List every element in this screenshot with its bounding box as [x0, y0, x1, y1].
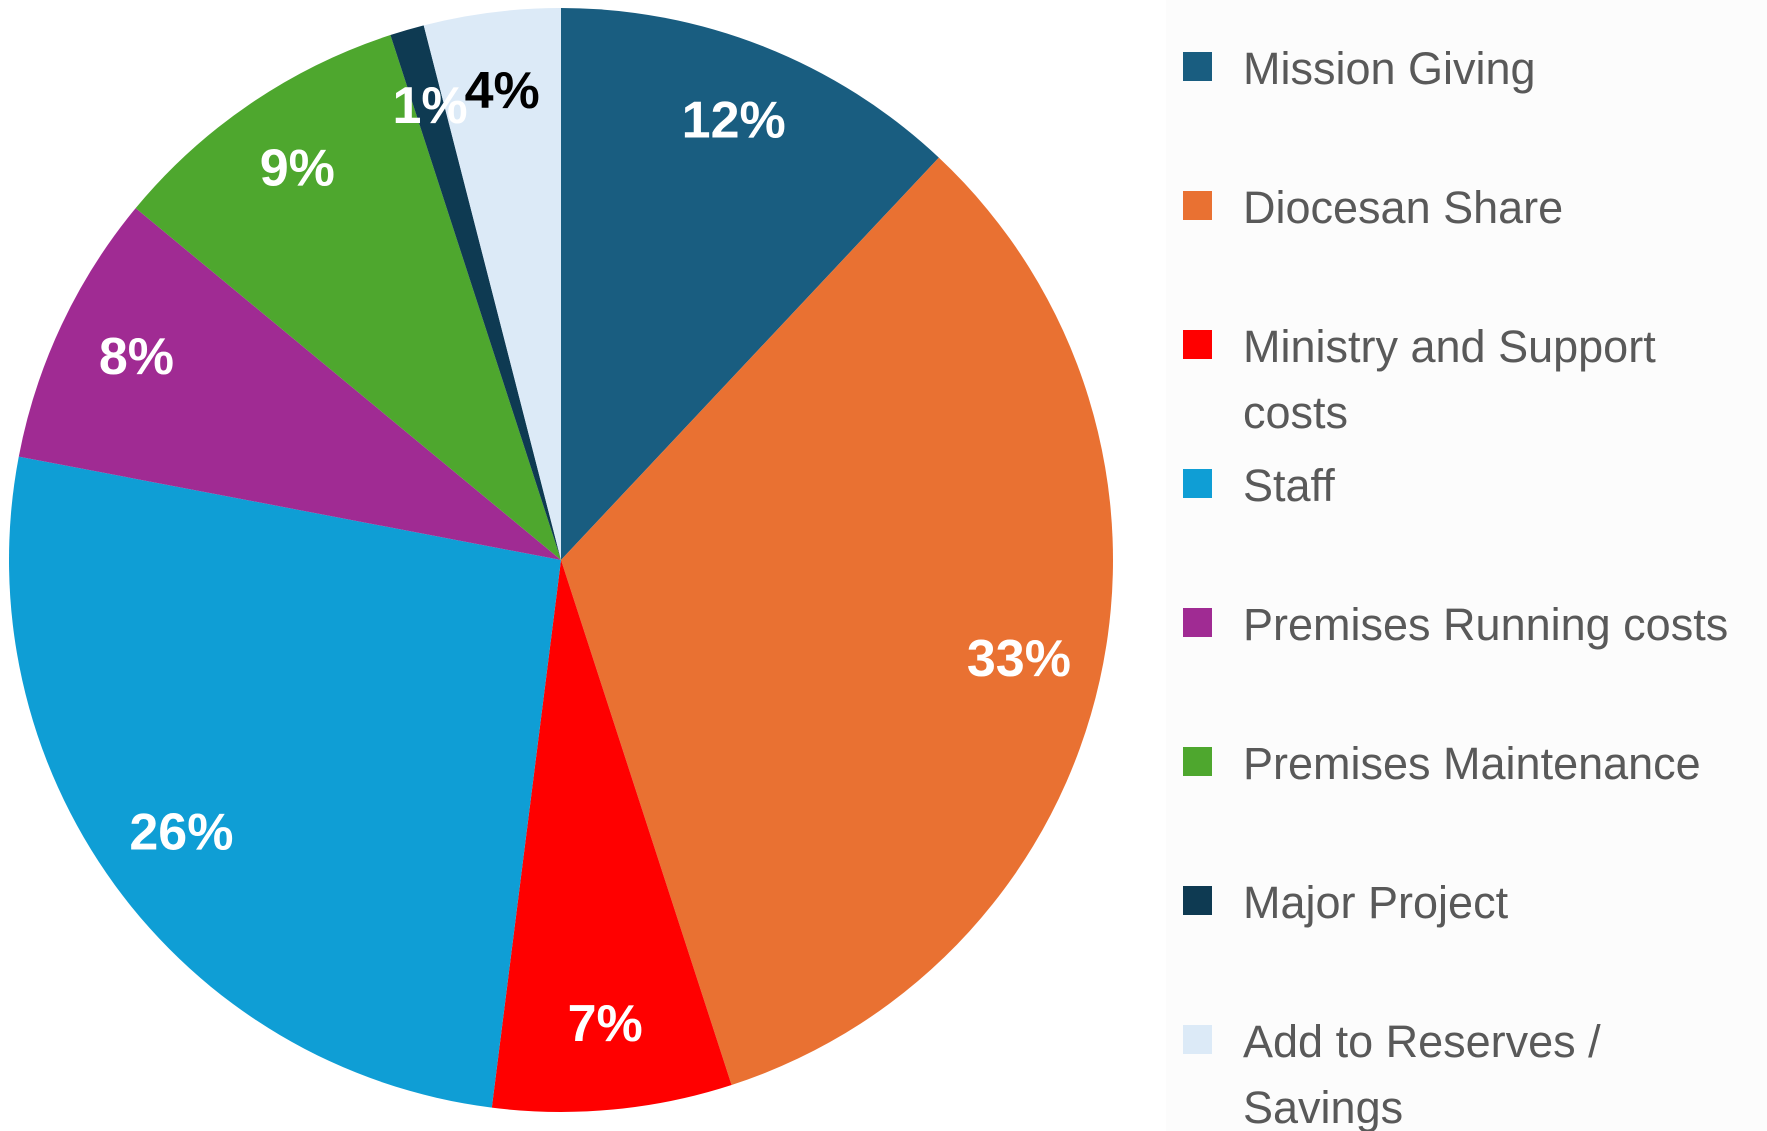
chart: 12% 33% 7% 26% 8% 9% 1%4% — [8, 8, 1113, 1112]
data-label: 4% — [465, 62, 540, 120]
legend-label: Staff — [1243, 460, 1335, 511]
pie-slice — [8, 456, 562, 1108]
legend-label: Ministry and Support costs — [1243, 321, 1656, 438]
legend-swatch — [1183, 886, 1212, 915]
data-label: 33% — [967, 630, 1071, 688]
data-label: 9% — [260, 140, 335, 198]
data-label: 12% — [682, 91, 786, 149]
pie-slice — [423, 8, 561, 560]
legend: Mission Giving Diocesan Share Ministry and… — [1166, 0, 1767, 1131]
legend-label: Add to Reserves / Savings — [1243, 1016, 1601, 1131]
legend-swatch — [1183, 330, 1212, 359]
legend-swatch — [1183, 747, 1212, 776]
pie-slice — [561, 157, 1113, 1085]
pie-slice — [135, 35, 561, 561]
legend-swatch — [1183, 52, 1212, 81]
legend-label: Major Project — [1243, 877, 1509, 928]
legend-label: Diocesan Share — [1243, 182, 1564, 233]
legend-swatch — [1183, 608, 1212, 637]
data-label: 26% — [129, 804, 233, 862]
data-label: 8% — [99, 328, 174, 386]
pie-slice — [561, 8, 939, 560]
legend-swatch — [1183, 1025, 1212, 1054]
legend-label: Premises Running costs — [1243, 599, 1729, 650]
pie-slice — [390, 25, 561, 560]
legend-swatch — [1183, 191, 1212, 220]
data-label: 7% — [568, 995, 643, 1053]
data-label: 1% — [393, 77, 468, 135]
legend-label: Mission Giving — [1243, 43, 1536, 94]
legend-swatch — [1183, 469, 1212, 498]
legend-label: Premises Maintenance — [1243, 738, 1701, 789]
pie-slice — [18, 208, 561, 560]
pie-slice — [491, 560, 732, 1112]
